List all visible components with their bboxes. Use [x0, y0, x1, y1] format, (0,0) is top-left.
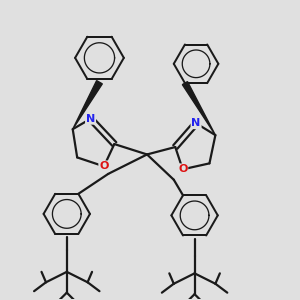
- Text: N: N: [86, 114, 95, 124]
- Text: O: O: [178, 164, 188, 174]
- Polygon shape: [73, 81, 102, 129]
- Text: O: O: [99, 161, 109, 171]
- Text: N: N: [191, 118, 201, 128]
- Polygon shape: [182, 82, 215, 135]
